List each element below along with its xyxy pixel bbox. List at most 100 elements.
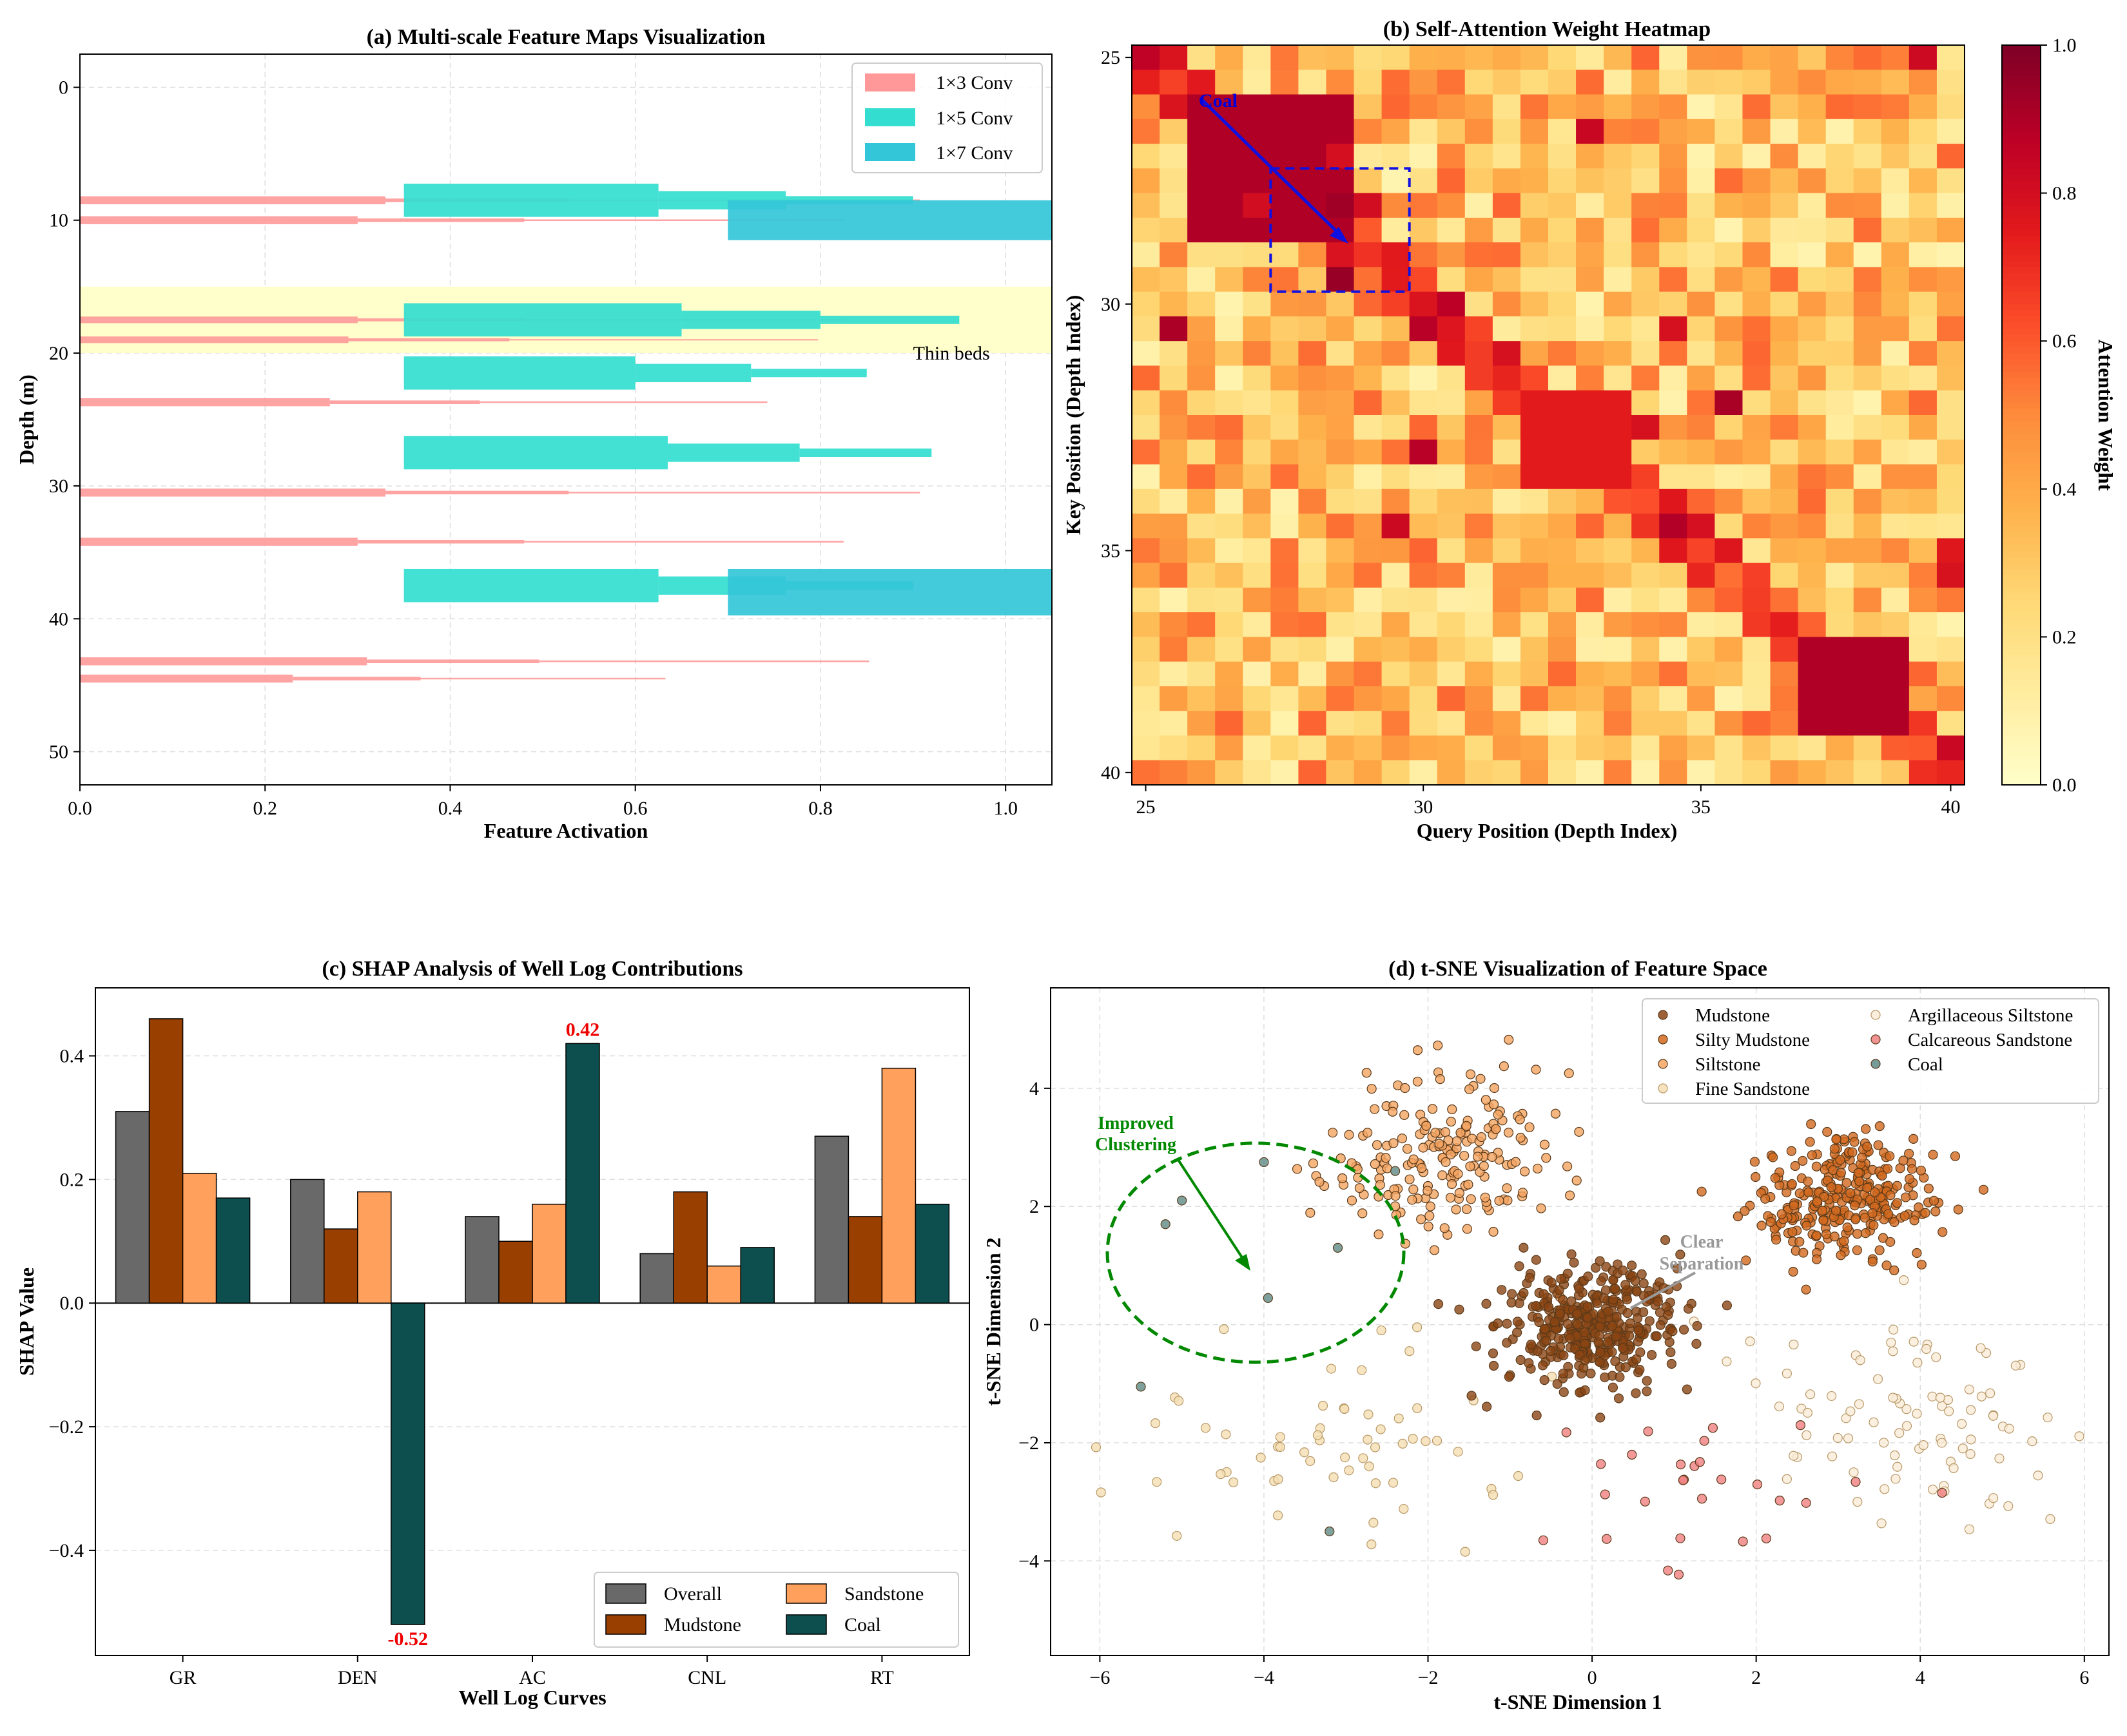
legend-label-silty-mudstone: Silty Mudstone	[1695, 1030, 1810, 1050]
heatmap-cell	[1936, 94, 1965, 120]
a-bar-13Conv-seg2	[509, 339, 819, 341]
heatmap-cell	[1132, 464, 1160, 490]
legend-label-coal: Coal	[844, 1614, 881, 1635]
tsne-point-silty-mudstone	[1912, 1248, 1922, 1259]
legend-label-coal: Coal	[1908, 1054, 1943, 1075]
heatmap-cell	[1714, 637, 1743, 662]
colorbar-segment	[2002, 378, 2041, 385]
heatmap-cell	[1160, 488, 1188, 514]
heatmap-cell	[1936, 612, 1965, 637]
heatmap-cell	[1187, 735, 1216, 761]
tsne-point-calcareous-sandstone	[1596, 1459, 1606, 1469]
colorbar-segment	[2002, 193, 2041, 200]
tsne-point-silty-mudstone	[1841, 1178, 1852, 1188]
tsne-point-fine-sandstone	[1357, 1365, 1367, 1375]
tsne-point-mudstone	[1502, 1338, 1512, 1348]
heatmap-cell	[1215, 193, 1243, 218]
heatmap-cell	[1464, 488, 1493, 514]
heatmap-cell	[1160, 267, 1188, 293]
panel-a-legend: 1×3 Conv 1×5 Conv 1×7 Conv	[851, 63, 1043, 173]
a-bar-13Conv-seg1	[293, 677, 421, 680]
tsne-point-silty-mudstone	[1842, 1222, 1852, 1233]
tsne-point-siltstone	[1517, 1188, 1528, 1198]
a-xtick-label: 0.4	[438, 798, 463, 819]
heatmap-cell	[1742, 217, 1771, 243]
heatmap-cell	[1742, 193, 1771, 218]
heatmap-cell	[1187, 193, 1216, 218]
legend-label-argillaceous-siltstone: Argillaceous Siltstone	[1908, 1005, 2073, 1026]
heatmap-cell	[1714, 94, 1743, 120]
heatmap-cell	[1270, 612, 1299, 637]
tsne-point-silty-mudstone	[1869, 1220, 1879, 1230]
heatmap-cell	[1187, 45, 1216, 70]
heatmap-cell	[1659, 760, 1687, 786]
a-bar-13Conv-seg0	[80, 216, 358, 224]
heatmap-cell	[1604, 686, 1632, 711]
tsne-point-fine-sandstone	[1221, 1429, 1231, 1440]
heatmap-cell	[1520, 760, 1549, 786]
colorbar-segment	[2002, 711, 2041, 718]
heatmap-cell	[1354, 637, 1383, 662]
heatmap-cell	[1742, 94, 1771, 120]
heatmap-cell	[1576, 735, 1604, 761]
heatmap-cell	[1520, 144, 1549, 169]
heatmap-cell	[1936, 587, 1965, 613]
tsne-point-siltstone	[1421, 1121, 1432, 1131]
heatmap-cell	[1604, 661, 1632, 687]
colorbar-segment	[2002, 279, 2041, 286]
heatmap-cell	[1604, 514, 1632, 539]
heatmap-cell	[1936, 193, 1965, 218]
heatmap-cell	[1270, 291, 1299, 317]
heatmap-cell	[1881, 217, 1910, 243]
tsne-point-siltstone	[1476, 1132, 1487, 1143]
heatmap-cell	[1187, 242, 1216, 267]
d-xtick-label: 4	[1916, 1667, 1925, 1688]
tsne-point-calcareous-sandstone	[1538, 1535, 1549, 1545]
heatmap-cell	[1576, 267, 1604, 293]
heatmap-cell	[1132, 70, 1160, 95]
tsne-point-mudstone	[1622, 1308, 1633, 1318]
heatmap-cell	[1770, 119, 1799, 144]
heatmap-cell	[1492, 94, 1521, 120]
tsne-point-argillaceous-siltstone	[1843, 1433, 1854, 1443]
colorbar-segment	[2002, 310, 2041, 317]
heatmap-cell	[1520, 119, 1549, 144]
heatmap-cell	[1132, 488, 1160, 514]
clear-separation-line2: Separation	[1660, 1254, 1744, 1274]
heatmap-cell	[1936, 711, 1965, 737]
tsne-point-mudstone	[1722, 1300, 1732, 1311]
heatmap-cell	[1936, 538, 1965, 564]
heatmap-cell	[1853, 94, 1882, 120]
tsne-point-mudstone	[1603, 1306, 1613, 1316]
heatmap-cell	[1409, 538, 1438, 564]
heatmap-cell	[1936, 217, 1965, 243]
heatmap-cell	[1464, 587, 1493, 613]
heatmap-cell	[1881, 439, 1910, 465]
heatmap-cell	[1742, 563, 1771, 588]
heatmap-cell	[1354, 193, 1383, 218]
heatmap-cell	[1825, 193, 1854, 218]
heatmap-cell	[1464, 464, 1493, 490]
tsne-point-silty-mudstone	[1811, 1254, 1822, 1264]
heatmap-cell	[1298, 464, 1327, 490]
tsne-point-mudstone	[1667, 1326, 1678, 1336]
tsne-point-silty-mudstone	[1874, 1121, 1885, 1132]
tsne-point-fine-sandstone	[1339, 1403, 1350, 1414]
heatmap-cell	[1464, 637, 1493, 662]
heatmap-cell	[1687, 217, 1715, 243]
colorbar-segment	[2002, 273, 2041, 280]
heatmap-cell	[1908, 390, 1938, 416]
heatmap-cell	[1187, 464, 1216, 490]
heatmap-cell	[1908, 637, 1938, 662]
heatmap-cell	[1908, 267, 1938, 293]
tsne-point-silty-mudstone	[1930, 1206, 1941, 1217]
heatmap-cell	[1770, 612, 1799, 637]
a-bar-15Conv-seg0	[403, 303, 682, 337]
heatmap-cell	[1492, 242, 1521, 267]
tsne-point-siltstone	[1430, 1128, 1441, 1138]
tsne-point-silty-mudstone	[1790, 1161, 1800, 1172]
heatmap-cell	[1742, 439, 1771, 465]
tsne-point-mudstone	[1565, 1333, 1575, 1344]
colorbar-segment	[2002, 119, 2041, 126]
heatmap-cell	[1354, 686, 1383, 711]
